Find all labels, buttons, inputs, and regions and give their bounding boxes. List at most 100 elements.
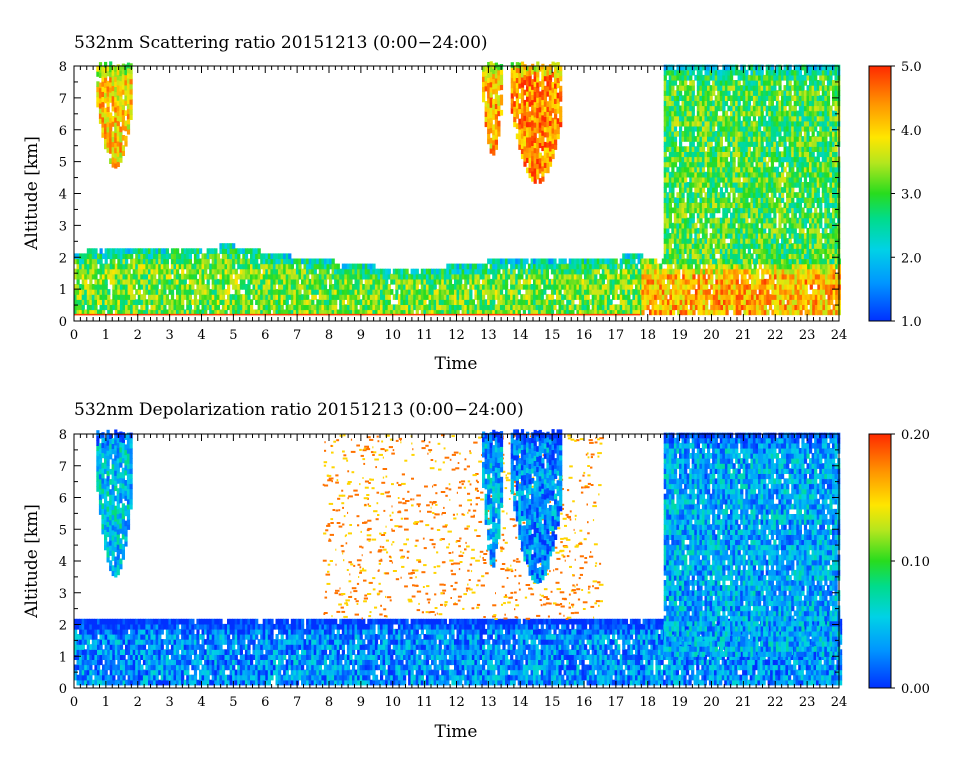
heatmap-cell (492, 149, 496, 156)
heatmap-cell (221, 263, 226, 270)
heatmap-cell (410, 294, 414, 300)
heatmap-cell (732, 161, 736, 168)
heatmap-cell (211, 294, 215, 300)
heatmap-cell (390, 273, 394, 280)
heatmap-cell (482, 294, 486, 300)
heatmap-cell (311, 289, 315, 295)
heatmap-cell (395, 278, 399, 285)
heatmap-cell (321, 258, 325, 265)
heatmap-cell (298, 273, 302, 280)
heatmap-cell (94, 289, 98, 295)
heatmap-cell (278, 258, 282, 265)
heatmap-cell (290, 299, 294, 305)
heatmap-cell (403, 304, 407, 311)
heatmap-cell (183, 294, 187, 300)
heatmap-cell (374, 268, 379, 275)
heatmap-cell (311, 273, 315, 280)
heatmap-cell (244, 273, 249, 280)
heatmap-cell (91, 304, 95, 311)
heatmap-cell (275, 263, 279, 270)
heatmap-cell (97, 284, 101, 290)
heatmap-cell (357, 268, 361, 275)
heatmap-cell (717, 207, 721, 214)
heatmap-cell (262, 309, 266, 316)
heatmap-cell (369, 273, 373, 280)
heatmap-cell (129, 93, 133, 100)
heatmap-cell (91, 299, 95, 305)
heatmap-cell (227, 284, 231, 290)
heatmap-cell (395, 268, 399, 275)
heatmap-cell (140, 304, 144, 311)
heatmap-cell (278, 294, 282, 300)
heatmap-cell (545, 273, 549, 280)
heatmap-cell (89, 289, 93, 295)
heatmap-cell (117, 273, 121, 280)
heatmap-cell (209, 263, 213, 270)
heatmap-cell (242, 253, 246, 260)
heatmap-cell (130, 253, 134, 260)
heatmap-cell (359, 309, 363, 316)
heatmap-cell (224, 268, 228, 275)
heatmap-cell (329, 278, 333, 285)
heatmap-cell (288, 278, 292, 285)
heatmap-cell (86, 268, 90, 275)
heatmap-cell (270, 258, 274, 265)
heatmap-cell (405, 304, 409, 311)
heatmap-cell (181, 309, 185, 316)
heatmap-cell (107, 248, 111, 254)
heatmap-cell (135, 273, 139, 280)
heatmap-cell (418, 294, 422, 300)
heatmap-cell (148, 258, 152, 265)
heatmap-cell (724, 110, 729, 117)
heatmap-cell (374, 278, 379, 285)
heatmap-cell (301, 268, 305, 275)
heatmap-cell (211, 253, 215, 260)
heatmap-cell (102, 299, 106, 305)
heatmap-cell (168, 289, 172, 295)
heatmap-cell (142, 258, 147, 265)
heatmap-cell (216, 263, 220, 270)
heatmap-cell (722, 238, 726, 244)
heatmap-cell (359, 299, 363, 305)
heatmap-cell (224, 278, 228, 285)
heatmap-cell (627, 294, 631, 300)
heatmap-cell (354, 263, 358, 270)
heatmap-cell (104, 278, 108, 285)
heatmap-cell (316, 289, 320, 295)
heatmap-cell (403, 284, 407, 290)
heatmap-cell (211, 258, 215, 265)
heatmap-cell (756, 273, 760, 280)
heatmap-cell (117, 299, 121, 305)
heatmap-cell (283, 309, 287, 316)
heatmap-cell (354, 299, 358, 305)
heatmap-cell (74, 309, 78, 316)
heatmap-cell (250, 253, 254, 260)
heatmap-cell (188, 273, 192, 280)
heatmap-cell (362, 294, 366, 300)
heatmap-cell (132, 309, 136, 316)
heatmap-cell (176, 278, 180, 285)
heatmap-cell (372, 284, 376, 290)
heatmap-cell (176, 258, 180, 265)
heatmap-cell (153, 268, 157, 275)
heatmap-cell (316, 273, 320, 280)
heatmap-cell (809, 284, 813, 290)
heatmap-cell (247, 273, 251, 280)
heatmap-cell (372, 263, 376, 270)
heatmap-cell (242, 258, 246, 265)
heatmap-cell (252, 294, 256, 300)
heatmap-cell (119, 284, 124, 290)
heatmap-cell (227, 248, 231, 254)
heatmap-cell (306, 304, 310, 311)
heatmap-cell (196, 278, 200, 285)
heatmap-cell (135, 253, 139, 260)
heatmap-cell (288, 304, 292, 311)
heatmap-cell (275, 253, 279, 260)
heatmap-cell (126, 123, 131, 130)
heatmap-cell (349, 289, 353, 295)
heatmap-cell (710, 278, 714, 285)
heatmap-cell (321, 299, 325, 305)
heatmap-cell (137, 294, 141, 300)
heatmap-cell (288, 294, 292, 300)
heatmap-cell (362, 263, 366, 270)
